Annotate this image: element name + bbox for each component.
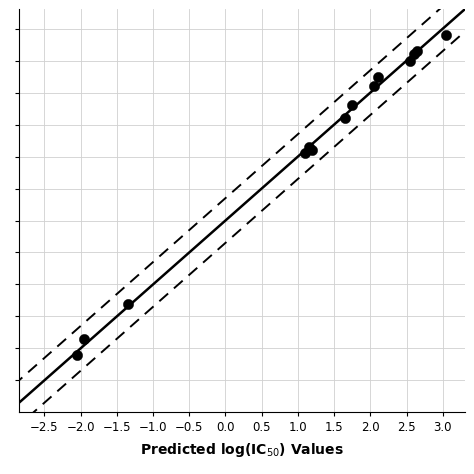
- Point: [341, 114, 349, 122]
- Point: [406, 57, 414, 64]
- Point: [81, 335, 88, 343]
- Point: [370, 82, 378, 90]
- X-axis label: Predicted log(IC$_{50}$) Values: Predicted log(IC$_{50}$) Values: [140, 441, 344, 459]
- Point: [414, 47, 421, 55]
- Point: [305, 143, 312, 151]
- Point: [348, 101, 356, 109]
- Point: [124, 300, 131, 308]
- Point: [301, 150, 309, 157]
- Point: [410, 50, 418, 58]
- Point: [309, 146, 316, 154]
- Point: [374, 73, 382, 81]
- Point: [443, 31, 450, 39]
- Point: [73, 351, 81, 359]
